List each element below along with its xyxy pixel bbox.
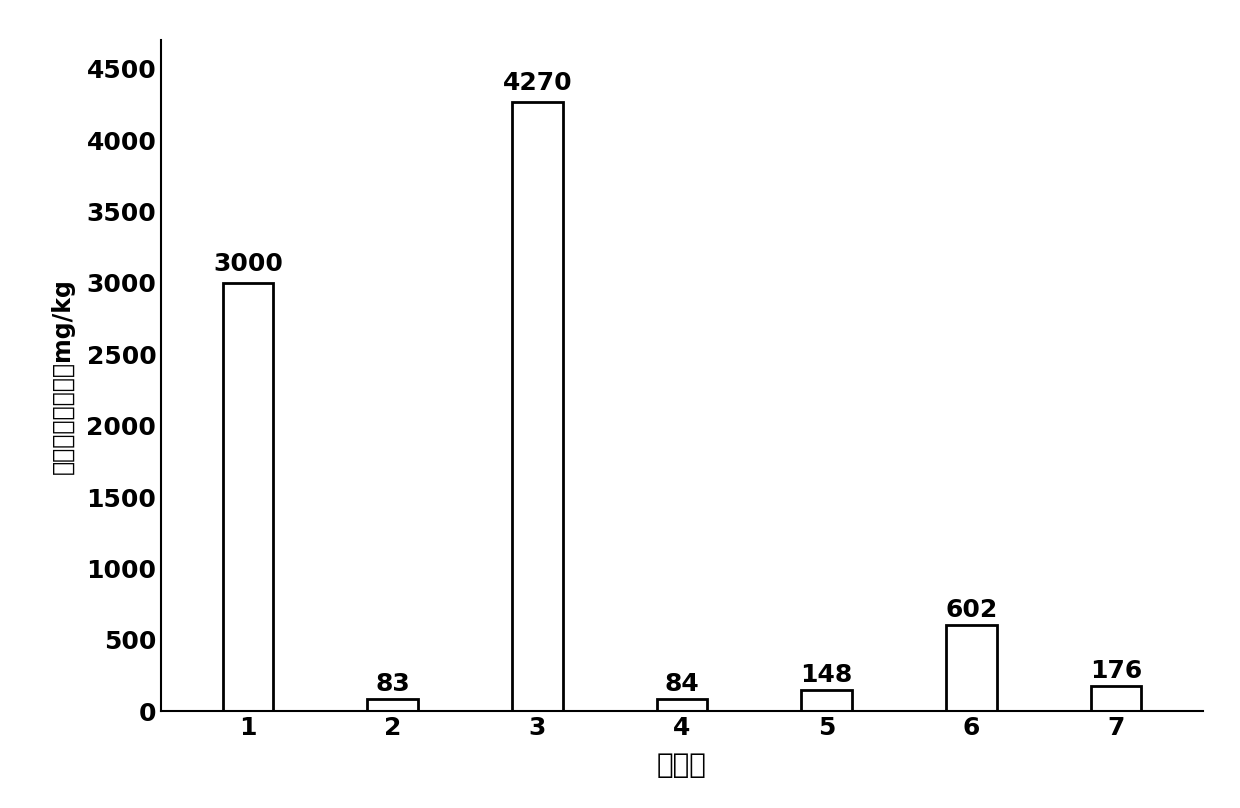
Text: 148: 148 xyxy=(801,663,853,687)
Bar xyxy=(801,690,852,711)
Bar xyxy=(657,699,707,711)
Bar xyxy=(367,699,418,711)
Text: 602: 602 xyxy=(945,598,997,622)
Text: 4270: 4270 xyxy=(502,70,572,95)
Bar xyxy=(1091,686,1141,711)
Text: 84: 84 xyxy=(665,672,699,696)
Y-axis label: 土壤中石油烃浓度mg/kg: 土壤中石油烃浓度mg/kg xyxy=(51,278,76,473)
Bar xyxy=(946,625,997,711)
X-axis label: 样品号: 样品号 xyxy=(657,751,707,779)
Bar xyxy=(223,283,273,711)
Text: 3000: 3000 xyxy=(213,252,283,276)
Text: 176: 176 xyxy=(1090,659,1142,683)
Bar xyxy=(512,102,563,711)
Text: 83: 83 xyxy=(376,672,410,696)
